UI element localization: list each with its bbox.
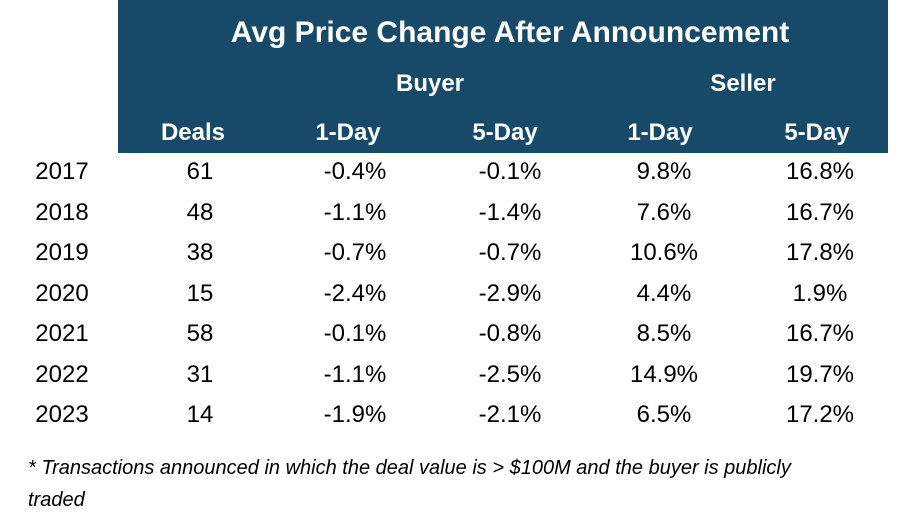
cell: 9.8% bbox=[636, 158, 692, 185]
column-header: 1-Day bbox=[627, 119, 693, 146]
cell: -2.1% bbox=[478, 401, 542, 428]
cell: 48 bbox=[186, 198, 214, 226]
cell: 16.7% bbox=[785, 320, 855, 347]
title: Avg Price Change After Announcement bbox=[230, 16, 790, 49]
cell: 10.6% bbox=[629, 239, 699, 266]
row-label: 2019 bbox=[35, 239, 89, 266]
cell: 17.2% bbox=[785, 401, 855, 428]
column-header: Deals bbox=[160, 119, 226, 146]
row-label: 2020 bbox=[35, 279, 89, 307]
cell: 1.9% bbox=[792, 279, 848, 307]
group-header: Buyer bbox=[395, 70, 465, 97]
cell: -0.4% bbox=[323, 158, 387, 185]
cell: 14 bbox=[186, 401, 214, 428]
row-label: 2023 bbox=[35, 401, 89, 428]
cell: -2.9% bbox=[478, 279, 542, 307]
cell: 7.6% bbox=[636, 198, 692, 226]
cell: -2.5% bbox=[478, 360, 542, 388]
cell: 61 bbox=[186, 158, 214, 185]
cell: -1.4% bbox=[478, 198, 542, 226]
cell: -0.1% bbox=[323, 320, 387, 347]
column-header: 5-Day bbox=[472, 119, 538, 146]
group-header: Seller bbox=[710, 70, 776, 97]
cell: 16.7% bbox=[785, 198, 855, 226]
column-header: 1-Day bbox=[315, 119, 381, 146]
cell: -1.9% bbox=[323, 401, 387, 428]
row-label: 2017 bbox=[35, 158, 89, 185]
cell: 8.5% bbox=[636, 320, 692, 347]
cell: -0.7% bbox=[478, 239, 542, 266]
cell: -0.7% bbox=[323, 239, 387, 266]
row-label: 2018 bbox=[35, 198, 89, 226]
cell: 58 bbox=[186, 320, 214, 347]
cell: 16.8% bbox=[785, 158, 855, 185]
cell: 38 bbox=[186, 239, 214, 266]
cell: -0.1% bbox=[478, 158, 542, 185]
cell: 4.4% bbox=[636, 279, 692, 307]
cell: -1.1% bbox=[323, 360, 387, 388]
row-label: 2021 bbox=[35, 320, 89, 347]
column-header: 5-Day bbox=[784, 119, 850, 146]
cell: 17.8% bbox=[785, 239, 855, 266]
cell: 31 bbox=[186, 360, 214, 388]
cell: -0.8% bbox=[478, 320, 542, 347]
cell: 19.7% bbox=[785, 360, 855, 388]
footnote: * Transactions announced in which the de… bbox=[28, 457, 791, 511]
header-band bbox=[118, 0, 888, 153]
row-label: 2022 bbox=[35, 360, 89, 388]
cell: 14.9% bbox=[629, 360, 699, 388]
cell: 15 bbox=[186, 279, 214, 307]
cell: -1.1% bbox=[323, 198, 387, 226]
cell: -2.4% bbox=[323, 279, 387, 307]
cell: 6.5% bbox=[636, 401, 692, 428]
